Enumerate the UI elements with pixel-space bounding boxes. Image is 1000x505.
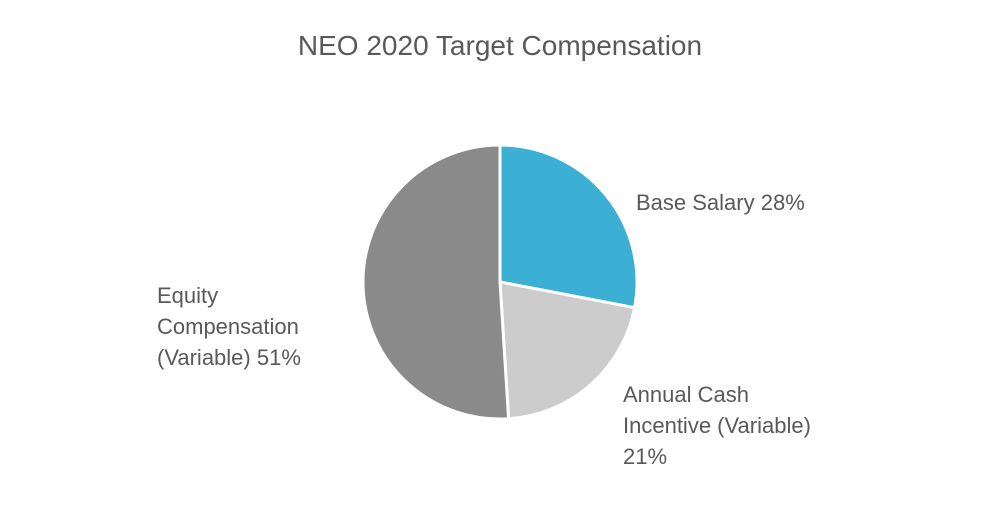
slice-labels: Base Salary 28% Annual Cash Incentive (Var… [157, 190, 811, 469]
pie-slice-base-salary [498, 143, 639, 310]
slice-label-line: Annual Cash [623, 382, 749, 407]
slice-label-line: 21% [623, 444, 667, 469]
slice-label-line: Equity [157, 283, 218, 308]
slice-label-line: Compensation [157, 314, 299, 339]
pie-slices [361, 143, 639, 421]
chart-title: NEO 2020 Target Compensation [298, 30, 702, 61]
slice-label-line: (Variable) 51% [157, 345, 301, 370]
pie-slice-equity-compensation [361, 143, 511, 421]
slice-label-base-salary: Base Salary 28% [636, 190, 805, 215]
slice-label-annual-cash-incentive: Annual Cash Incentive (Variable) 21% [623, 382, 811, 469]
pie-slice-annual-cash-incentive [498, 280, 637, 421]
slice-label-line: Incentive (Variable) [623, 413, 811, 438]
slice-label-equity-compensation: Equity Compensation (Variable) 51% [157, 283, 301, 370]
slice-label-line: Base Salary 28% [636, 190, 805, 215]
